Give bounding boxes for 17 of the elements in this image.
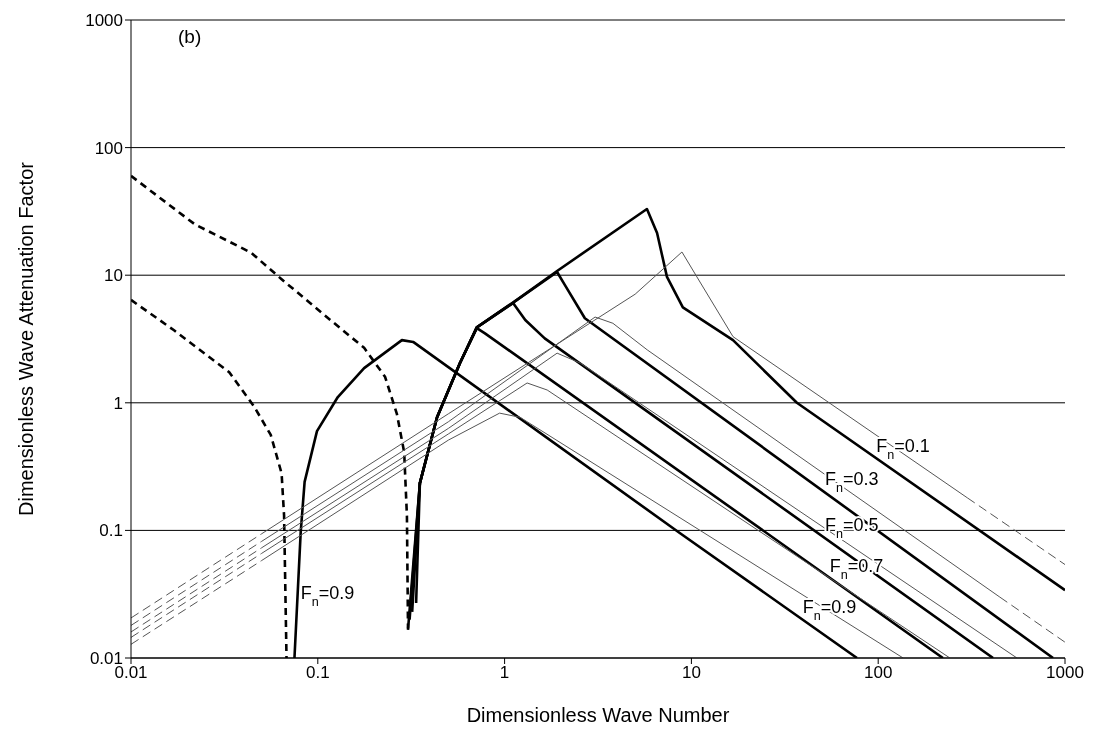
x-axis-title: Dimensionless Wave Number (466, 704, 730, 726)
annotation: F$_{n}$=0.1 (876, 436, 930, 463)
x-tick-label: 1000 (1046, 663, 1084, 683)
annotation: F$_{n}$=0.9 (802, 596, 857, 623)
x-tick-label: 100 (864, 663, 893, 683)
y-tick-label: 0.1 (99, 521, 123, 541)
x-tick-label: 1 (499, 663, 510, 683)
y-tick-label: 1 (113, 393, 123, 413)
annotation: (b) (178, 26, 202, 48)
y-axis-title: Dimensionless Wave Attenuation Factor (15, 161, 38, 516)
y-tick-label: 100 (94, 138, 123, 158)
annotation: F$_{n}$=0.9 (300, 582, 355, 609)
annotation: F$_{n}$=0.3 (824, 469, 879, 496)
x-tick-label: 0.1 (305, 663, 330, 683)
x-tick-label: 10 (681, 663, 701, 683)
y-tick-label: 10 (104, 266, 123, 286)
y-tick-label: 1000 (85, 11, 123, 31)
